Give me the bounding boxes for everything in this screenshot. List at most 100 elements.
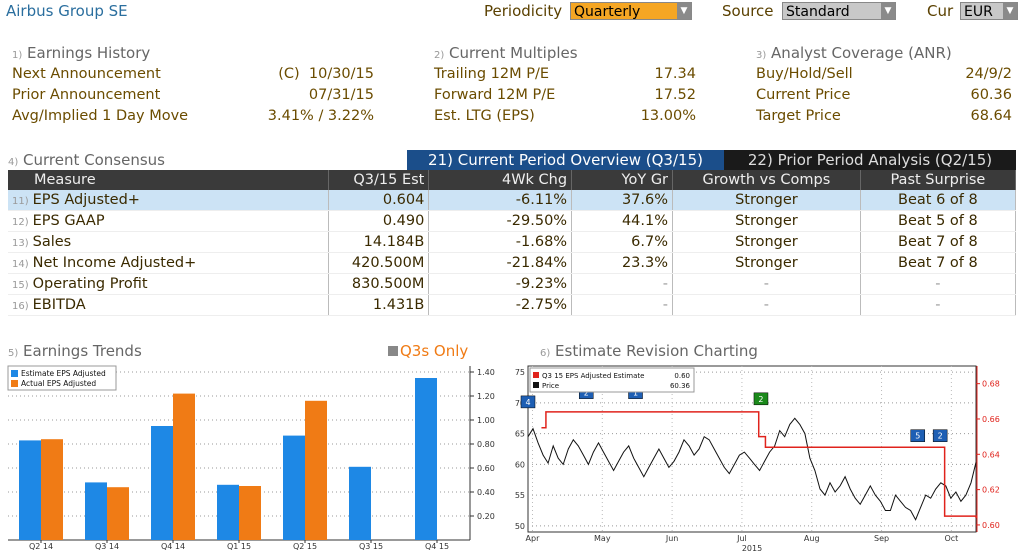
growth-cell: Stronger [672, 190, 861, 211]
legend-swatch [533, 382, 539, 388]
section-index: 5) [8, 348, 19, 359]
source-label: Source [722, 2, 774, 20]
x-tick-label: Jul [736, 534, 747, 543]
section-title: Earnings History [27, 44, 151, 62]
x-tick-label: Jun [665, 534, 679, 543]
cur-label: Cur [927, 2, 954, 20]
legend-swatch [533, 372, 539, 378]
left-tick-label: 75 [515, 368, 525, 377]
y-tick-label: 1.00 [477, 416, 495, 425]
target-price-label: Target Price [756, 108, 841, 124]
chevron-down-icon[interactable]: ▼ [677, 3, 691, 19]
col-chg[interactable]: 4Wk Chg [428, 170, 573, 190]
target-price-value: 68.64 [970, 108, 1012, 124]
trailing-pe-value: 17.34 [654, 66, 696, 82]
prior-announcement-label: Prior Announcement [12, 87, 161, 103]
left-tick-label: 65 [515, 430, 525, 439]
periodicity-dropdown[interactable]: Quarterly ▼ [570, 2, 692, 20]
row-index: 14) [12, 259, 29, 270]
section-title: Current Multiples [449, 44, 578, 62]
earnings-trends-section: 5) Earnings Trends [8, 342, 142, 360]
row-index: 15) [12, 280, 29, 291]
yoy-cell: - [571, 294, 674, 316]
table-row[interactable]: 11) EPS Adjusted+ 0.604 -6.11% 37.6% Stronger… [8, 190, 1017, 211]
measure-label: Sales [32, 234, 72, 250]
bar-estimate [349, 466, 371, 540]
x-tick-label: Q3 15 [359, 542, 383, 551]
col-growth[interactable]: Growth vs Comps [672, 170, 861, 190]
row-index: 12) [12, 217, 29, 228]
periodicity-label: Periodicity [484, 2, 563, 20]
table-row[interactable]: 12) EPS GAAP 0.490 -29.50% 44.1% Stronger Beat… [8, 210, 1017, 232]
col-measure[interactable]: Measure [8, 170, 330, 190]
left-tick-label: 50 [515, 522, 525, 531]
surprise-cell: Beat 6 of 8 [860, 190, 1017, 211]
x-tick-label: Sep [874, 534, 889, 543]
col-yoy[interactable]: YoY Gr [571, 170, 674, 190]
surprise-cell: - [860, 273, 1017, 295]
x-tick-label: Aug [804, 534, 820, 543]
row-index: 13) [12, 238, 29, 249]
bar-actual [107, 487, 129, 540]
left-tick-label: 70 [515, 399, 525, 408]
currency-dropdown[interactable]: EUR ▼ [960, 2, 1018, 20]
legend-value: 0.60 [674, 372, 690, 380]
row-index: 11) [12, 196, 29, 207]
growth-cell: Stronger [672, 210, 861, 232]
chg-cell: -1.68% [428, 231, 573, 253]
chevron-down-icon[interactable]: ▼ [881, 3, 895, 19]
x-year-label: 2015 [742, 544, 762, 553]
growth-cell: - [672, 273, 861, 295]
measure-cell: 14) Net Income Adjusted+ [8, 252, 330, 274]
col-surprise[interactable]: Past Surprise [860, 170, 1017, 190]
event-marker-label: 5 [915, 432, 920, 441]
growth-cell: Stronger [672, 252, 861, 274]
day-move-value: 3.41% / 3.22% [267, 108, 374, 124]
event-marker-label: 2 [938, 432, 943, 441]
table-row[interactable]: 13) Sales 14.184B -1.68% 6.7% Stronger Beat 7 … [8, 231, 1017, 253]
table-row[interactable]: 15) Operating Profit 830.500M -9.23% - - - [8, 273, 1017, 295]
legend-box [7, 365, 117, 391]
est-cell: 0.604 [328, 190, 430, 211]
section-index: 6) [540, 348, 551, 359]
estimate-revision-section: 6) Estimate Revision Charting [540, 342, 758, 360]
plot-area [527, 365, 977, 533]
chg-cell: -29.50% [428, 210, 573, 232]
est-cell: 420.500M [328, 252, 430, 274]
forward-pe-label: Forward 12M P/E [434, 87, 556, 103]
yoy-cell: 23.3% [571, 252, 674, 274]
chg-cell: -9.23% [428, 273, 573, 295]
y-tick-label: 1.40 [477, 368, 495, 377]
col-est[interactable]: Q3/15 Est [328, 170, 430, 190]
row-index: 16) [12, 301, 29, 312]
analyst-coverage-section: 3) Analyst Coverage (ANR) [756, 44, 952, 62]
source-dropdown[interactable]: Standard ▼ [782, 2, 896, 20]
event-marker-label: 4 [525, 398, 530, 407]
checkbox-icon[interactable] [388, 346, 398, 356]
bar-actual [173, 393, 195, 540]
next-announcement-label: Next Announcement [12, 66, 161, 82]
chevron-down-icon[interactable]: ▼ [1003, 3, 1017, 19]
source-value: Standard [786, 4, 850, 20]
q3s-only-label: Q3s Only [400, 342, 469, 360]
event-marker [520, 395, 536, 409]
measure-cell: 13) Sales [8, 231, 330, 253]
measure-label: EPS GAAP [32, 213, 105, 229]
current-consensus-section: 4) Current Consensus [8, 151, 165, 169]
est-cell: 1.431B [328, 294, 430, 316]
tab-prior-period[interactable]: 22) Prior Period Analysis (Q2/15) [724, 150, 1016, 170]
tab-current-period[interactable]: 21) Current Period Overview (Q3/15) [407, 150, 724, 170]
q3s-only-toggle[interactable]: Q3s Only [388, 342, 468, 360]
legend-label: Q3 15 EPS Adjusted Estimate [542, 372, 644, 380]
bar-estimate [217, 484, 239, 540]
section-title: Earnings Trends [23, 342, 142, 360]
table-row[interactable]: 14) Net Income Adjusted+ 420.500M -21.84% 23… [8, 252, 1017, 274]
y-tick-label: 0.80 [477, 440, 495, 449]
table-row[interactable]: 16) EBITDA 1.431B -2.75% - - - [8, 294, 1017, 316]
current-price-value: 60.36 [970, 87, 1012, 103]
chg-cell: -6.11% [428, 190, 573, 211]
bar-estimate [151, 426, 173, 540]
x-tick-label: Oct [944, 534, 958, 543]
measure-cell: 11) EPS Adjusted+ [8, 190, 330, 211]
